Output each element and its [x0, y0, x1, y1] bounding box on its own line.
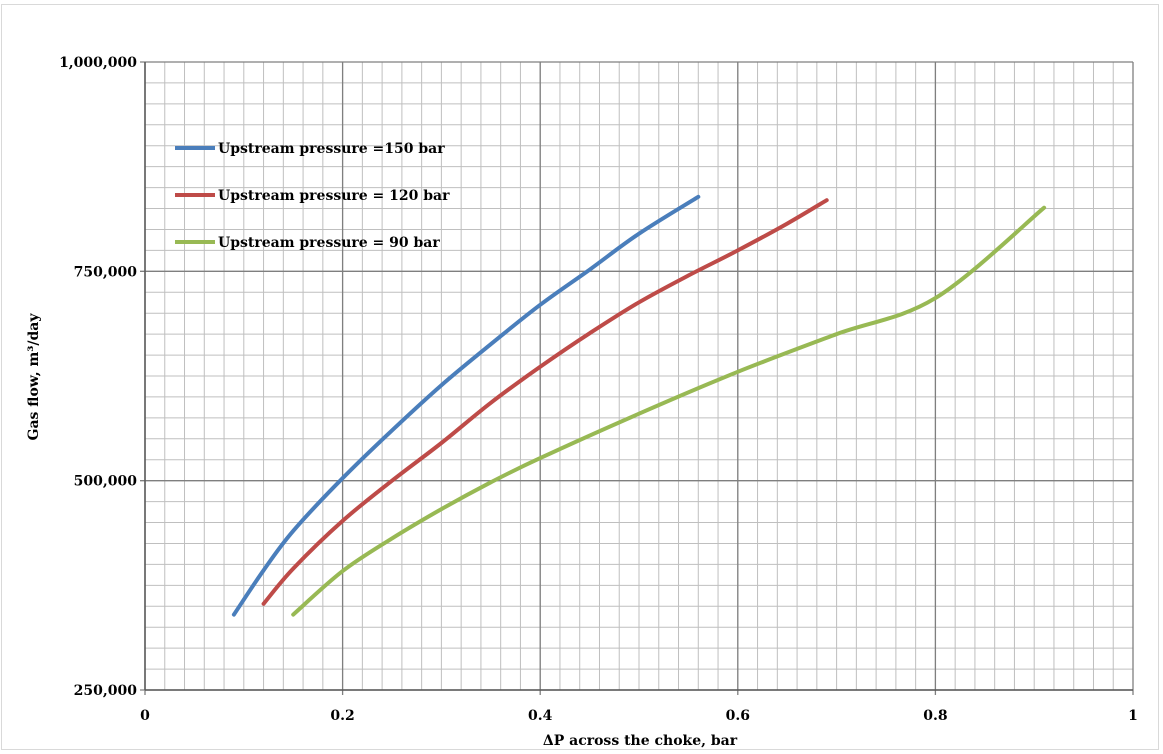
y-tick-label: 500,000 — [74, 474, 138, 490]
x-tick-label: 0.4 — [528, 708, 553, 724]
x-axis-title: ΔP across the choke, bar — [543, 733, 738, 749]
series-line-2 — [261, 198, 829, 606]
chart-frame — [1, 4, 1159, 750]
x-tick-label: 1 — [1128, 708, 1138, 724]
y-axis-title: Gas flow, m³/day — [26, 313, 42, 441]
series-line-3 — [291, 205, 1047, 617]
x-tick-label: 0.2 — [330, 708, 354, 724]
x-tick-label: 0 — [140, 708, 150, 724]
x-tick-labels: 0 0.2 0.4 0.6 0.8 1 — [140, 708, 1138, 724]
series-lines — [231, 194, 1047, 617]
y-tick-label: 250,000 — [74, 683, 138, 699]
axes — [144, 62, 1133, 691]
y-tick-labels: 250,000 500,000 750,000 1,000,000 — [59, 55, 137, 699]
y-tick-label: 1,000,000 — [59, 55, 137, 71]
y-tick-label: 750,000 — [74, 264, 138, 280]
legend-label-series-1: Upstream pressure =150 bar — [218, 141, 445, 157]
legend-label-series-3: Upstream pressure = 90 bar — [218, 235, 440, 251]
legend: Upstream pressure =150 bar Upstream pres… — [175, 141, 450, 251]
x-tick-label: 0.8 — [923, 708, 947, 724]
legend-label-series-2: Upstream pressure = 120 bar — [218, 188, 450, 204]
series-line-1 — [231, 194, 701, 617]
x-tick-label: 0.6 — [726, 708, 750, 724]
